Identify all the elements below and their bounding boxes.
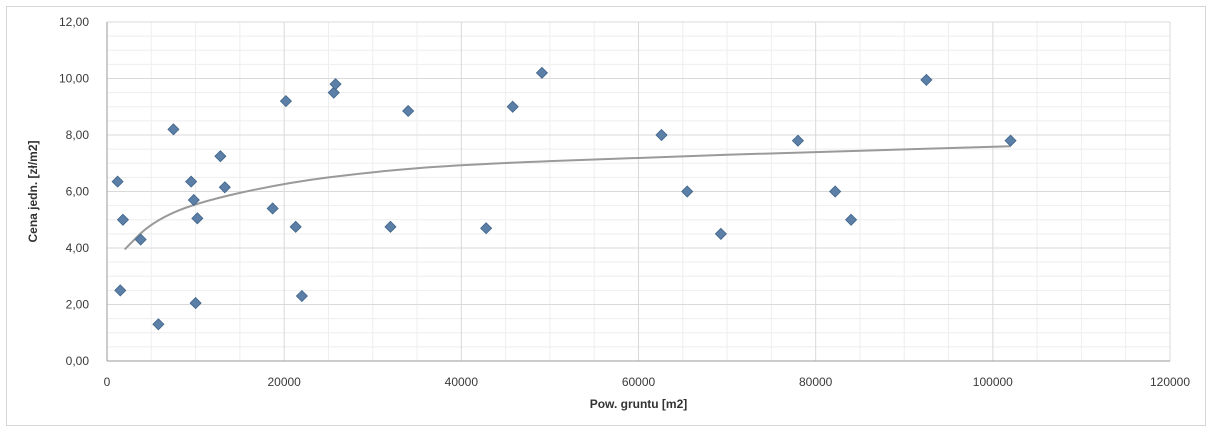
- x-axis-title: Pow. gruntu [m2]: [590, 397, 688, 411]
- data-point: [295, 289, 308, 303]
- y-tick-labels: 0,00 2,00 4,00 6,00 8,00 10,00 12,00: [59, 15, 89, 368]
- data-point: [134, 233, 147, 246]
- data-point: [327, 86, 340, 99]
- x-tick-label: 80000: [799, 375, 833, 389]
- grid-lines: [106, 21, 1171, 362]
- data-point: [1004, 134, 1017, 147]
- data-point: [829, 185, 842, 198]
- data-point: [214, 150, 227, 163]
- y-tick-label: 12,00: [59, 15, 89, 29]
- data-point: [189, 297, 202, 310]
- trendline: [124, 145, 1011, 251]
- data-point: [655, 128, 668, 142]
- y-tick-label: 8,00: [66, 128, 90, 142]
- data-point: [279, 95, 293, 108]
- data-point: [111, 175, 124, 188]
- data-points: [111, 66, 1017, 331]
- data-point: [384, 220, 397, 233]
- data-point: [191, 212, 204, 225]
- x-tick-label: 20000: [267, 375, 301, 389]
- y-tick-label: 0,00: [66, 354, 90, 368]
- data-point: [791, 134, 805, 147]
- x-tick-labels: 0 20000 40000 60000 80000 100000 120000: [104, 375, 1191, 389]
- x-tick-label: 60000: [622, 375, 656, 389]
- data-point: [714, 227, 727, 240]
- data-point: [480, 222, 493, 235]
- data-point: [506, 100, 519, 113]
- data-point: [187, 193, 200, 207]
- trendline-path: [124, 145, 1011, 251]
- data-point: [266, 202, 279, 215]
- data-point: [681, 185, 694, 198]
- x-tick-label: 120000: [1150, 375, 1190, 389]
- y-tick-label: 4,00: [66, 241, 90, 255]
- plot-axes: [106, 22, 1170, 362]
- data-point: [167, 123, 180, 136]
- data-point: [185, 175, 198, 188]
- y-tick-label: 6,00: [66, 185, 90, 199]
- data-point: [535, 66, 549, 79]
- y-axis-title: Cena jedn. [zł/m2]: [26, 140, 40, 242]
- x-tick-label: 100000: [973, 375, 1013, 389]
- data-point: [329, 78, 342, 91]
- y-tick-label: 2,00: [66, 298, 90, 312]
- data-point: [402, 104, 415, 118]
- x-tick-label: 0: [104, 375, 111, 389]
- data-point: [218, 181, 231, 194]
- data-point: [114, 284, 127, 297]
- y-tick-label: 10,00: [59, 72, 89, 86]
- data-point: [289, 220, 302, 233]
- x-tick-label: 40000: [445, 375, 479, 389]
- data-point: [845, 213, 858, 226]
- data-point: [920, 73, 933, 86]
- data-point: [152, 318, 165, 331]
- chart-frame: [6, 6, 1206, 426]
- data-point: [116, 213, 130, 226]
